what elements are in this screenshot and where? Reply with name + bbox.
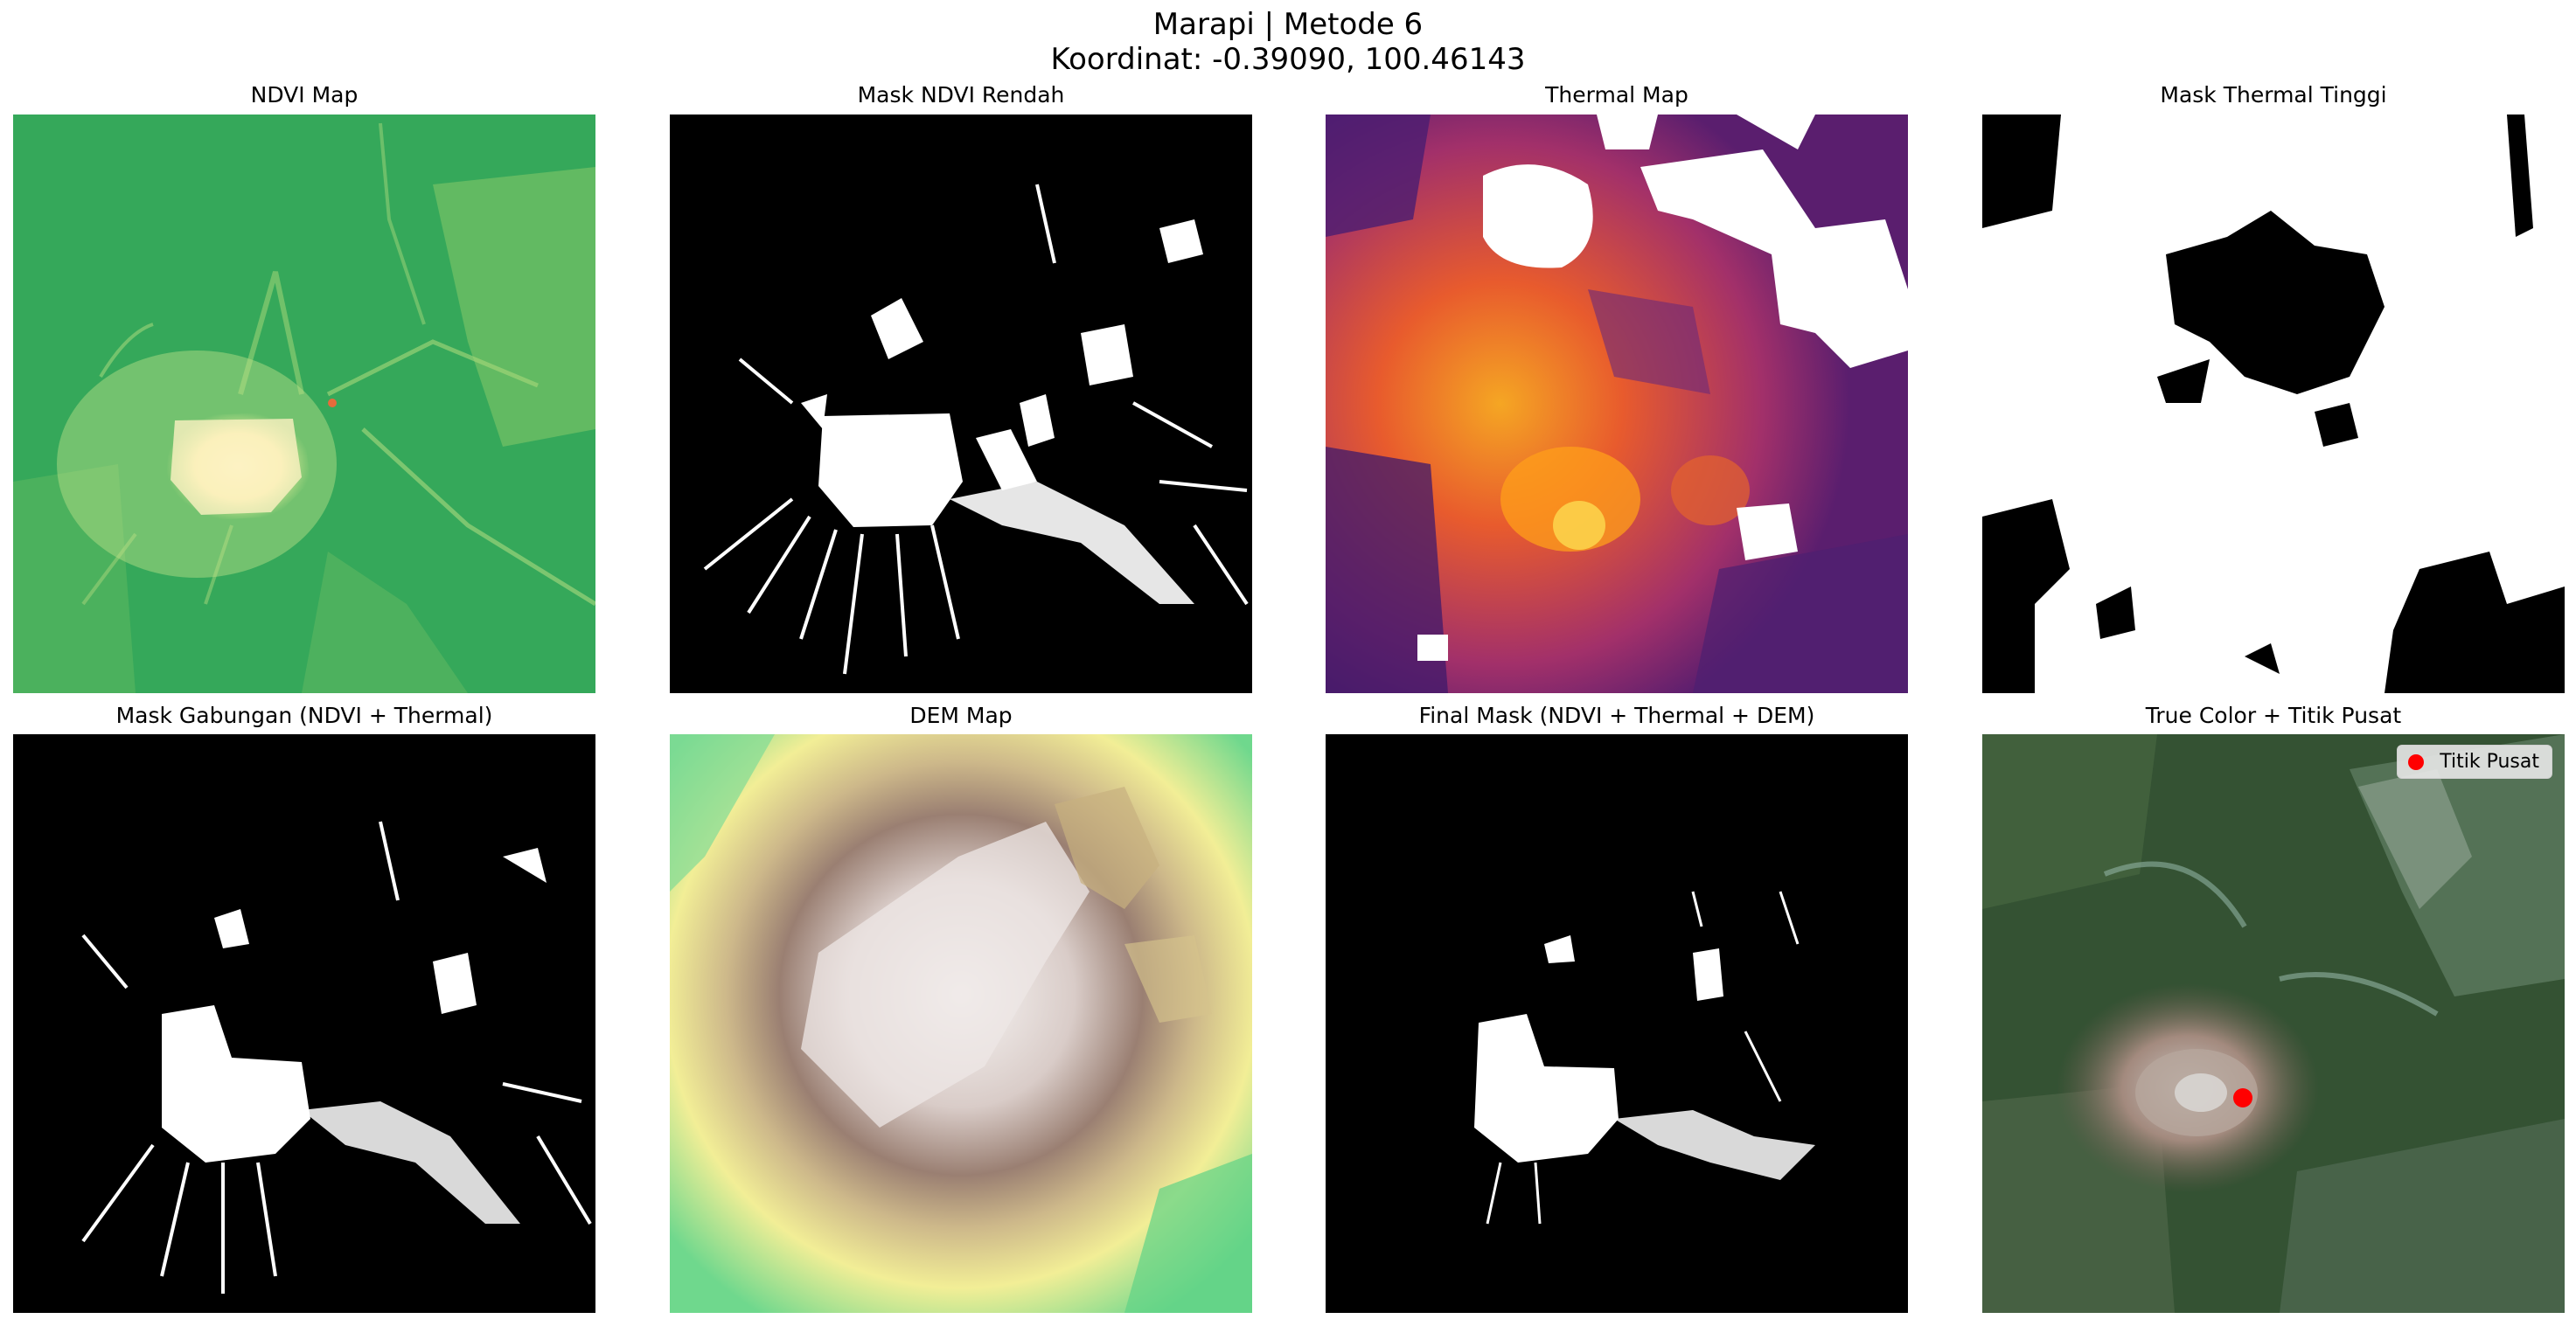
center-point-marker xyxy=(2233,1088,2252,1107)
true-color-image: Titik Pusat xyxy=(1982,734,2565,1313)
panel-title-true-color: True Color + Titik Pusat xyxy=(2145,703,2402,728)
dem-map-image xyxy=(670,734,1252,1313)
panel-title-mask-ndvi-rendah: Mask NDVI Rendah xyxy=(857,82,1065,108)
figure-title-line2: Koordinat: -0.39090, 100.46143 xyxy=(1050,42,1526,77)
final-mask-image xyxy=(1326,734,1908,1313)
mask-thermal-tinggi-image xyxy=(1982,115,2565,693)
legend: Titik Pusat xyxy=(2397,745,2552,779)
mask-ndvi-rendah-image xyxy=(670,115,1252,693)
panel-title-mask-gabungan: Mask Gabungan (NDVI + Thermal) xyxy=(115,703,493,728)
panel-title-mask-thermal-tinggi: Mask Thermal Tinggi xyxy=(2160,82,2387,108)
panel-title-thermal-map: Thermal Map xyxy=(1545,82,1688,108)
figure-title-line1: Marapi | Metode 6 xyxy=(1152,7,1424,42)
panel-title-final-mask: Final Mask (NDVI + Thermal + DEM) xyxy=(1418,703,1815,728)
ndvi-map-image xyxy=(13,115,595,693)
panel-title-ndvi-map: NDVI Map xyxy=(250,82,359,108)
mask-gabungan-image xyxy=(13,734,595,1313)
legend-label: Titik Pusat xyxy=(2440,751,2539,773)
panel-title-dem-map: DEM Map xyxy=(909,703,1013,728)
legend-marker-icon xyxy=(2408,753,2425,770)
thermal-map-image xyxy=(1326,115,1908,693)
